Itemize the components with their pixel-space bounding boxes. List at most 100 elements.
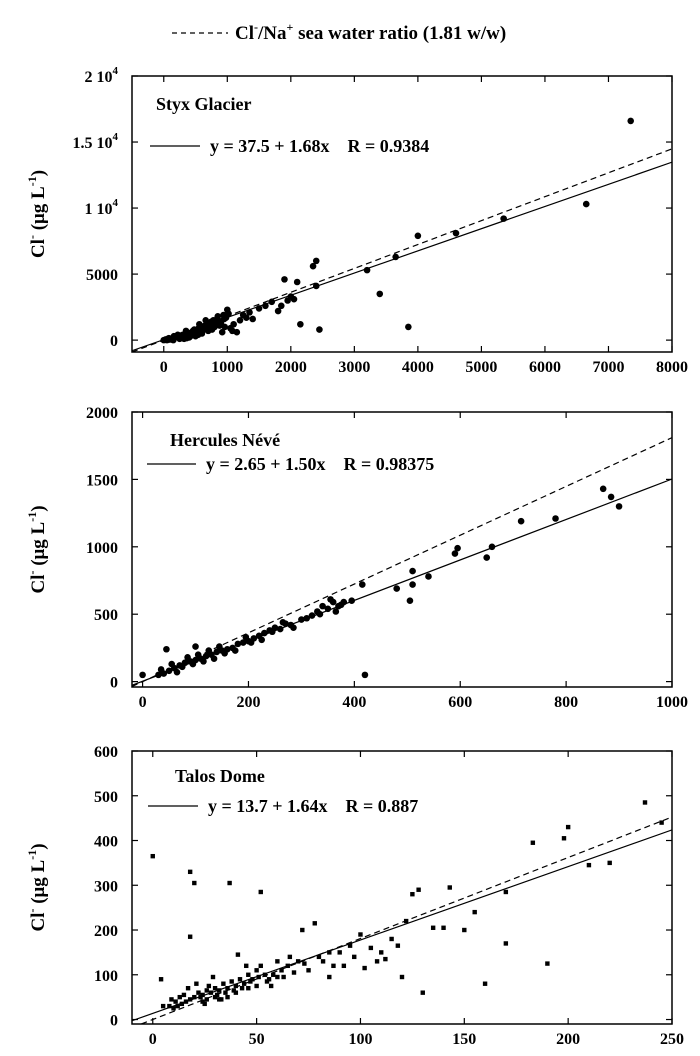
data-point: [233, 328, 241, 336]
panel-title: Styx Glacier: [156, 94, 251, 114]
data-point: [223, 990, 228, 995]
data-point: [237, 977, 243, 982]
y-tick-label-base: 5000: [86, 267, 118, 284]
data-point: [416, 887, 421, 892]
data-point: [279, 968, 284, 973]
data-point: [312, 257, 320, 265]
data-point: [447, 885, 452, 890]
x-tick-label: 50: [249, 1031, 265, 1048]
data-point: [254, 968, 259, 973]
seawater-legend-rest: sea water ratio (1.81 w/w): [293, 23, 506, 44]
y-tick-label: 5000: [86, 267, 118, 284]
y-tick-label-base: 2 10: [85, 69, 113, 86]
plot-frame: [131, 750, 673, 1025]
data-point: [341, 963, 347, 969]
data-point: [430, 925, 436, 930]
data-point: [276, 625, 284, 633]
plot-frame: [131, 75, 673, 353]
data-point: [204, 997, 209, 1002]
data-point: [405, 323, 412, 331]
y-tick-label: 200: [94, 923, 118, 940]
y-axis-label-close: ): [28, 170, 49, 176]
data-point: [225, 985, 230, 991]
y-axis-label-close: ): [28, 843, 49, 849]
y-tick-label-exponent: 4: [113, 131, 119, 143]
data-point: [409, 567, 416, 575]
regression-line: [132, 829, 672, 1022]
data-point: [194, 331, 202, 339]
data-point: [607, 860, 612, 866]
data-point: [225, 310, 232, 318]
data-point: [218, 328, 226, 336]
y-axis-label-close: ): [28, 505, 49, 511]
data-point: [281, 974, 286, 980]
data-point: [642, 800, 648, 805]
panel-hercules-neve: 0 200 400 600 800 1000 0 500 1000 1500 2000 Cl- (μg…: [25, 405, 688, 711]
seawater-ratio-line: [132, 437, 672, 687]
y-tick-label: 0: [110, 675, 118, 692]
data-point: [358, 581, 366, 588]
seawater-legend-label: Cl-/Na+ sea water ratio (1.81 w/w): [235, 20, 506, 44]
data-point: [586, 862, 592, 868]
y-tick-label: 0: [110, 1013, 118, 1030]
data-point: [488, 543, 496, 551]
data-point: [420, 990, 425, 995]
data-point: [565, 824, 571, 830]
y-axis-label: Cl- (μg L-1): [25, 843, 49, 931]
data-point: [324, 605, 332, 613]
data-point: [275, 959, 280, 964]
data-point: [503, 889, 509, 895]
y-axis-label: Cl- (μg L-1): [25, 505, 49, 593]
data-point: [201, 324, 208, 332]
data-point: [215, 318, 222, 325]
y-tick-label-base: 2000: [86, 405, 118, 422]
data-point: [399, 974, 405, 980]
data-point: [254, 983, 259, 989]
data-point: [277, 302, 285, 310]
data-point: [139, 671, 146, 679]
data-point: [205, 647, 213, 654]
data-point: [268, 628, 276, 636]
data-point: [150, 853, 155, 859]
data-point: [414, 232, 422, 240]
seawater-ratio-line: [132, 148, 672, 352]
y-tick-label: 400: [94, 834, 118, 851]
y-tick-label: 0: [110, 333, 118, 350]
data-point: [306, 968, 311, 973]
data-point: [187, 997, 193, 1002]
data-point: [173, 999, 178, 1004]
data-point: [185, 985, 191, 991]
plot-frame: [131, 411, 673, 688]
data-point: [358, 932, 363, 937]
data-point: [229, 979, 234, 984]
data-point: [409, 581, 416, 588]
data-point: [271, 972, 276, 977]
y-tick-label: 500: [94, 789, 118, 806]
data-point: [198, 994, 203, 1000]
data-point: [235, 952, 241, 957]
data-point: [192, 643, 199, 650]
data-point: [264, 979, 270, 984]
trend-lines: [132, 816, 672, 1024]
data-point: [183, 334, 190, 342]
data-point: [167, 1003, 172, 1009]
data-point: [221, 323, 229, 331]
y-tick-label-base: 0: [110, 1013, 118, 1030]
y-axis-label-units: (μg L: [28, 186, 49, 235]
x-tick-label: 150: [452, 1031, 476, 1048]
data-point: [454, 544, 461, 552]
data-point: [376, 290, 384, 298]
data-point: [239, 985, 245, 991]
data-point: [383, 956, 388, 962]
y-tick-label-base: 500: [94, 789, 118, 806]
data-point: [291, 970, 297, 975]
seawater-legend-cl: Cl: [235, 23, 254, 44]
data-point: [395, 943, 401, 948]
data-point: [403, 918, 409, 924]
data-point: [268, 298, 276, 306]
data-point: [246, 309, 253, 316]
y-axis-label-units: (μg L: [28, 522, 49, 571]
y-axis-label-exp: -1: [25, 512, 39, 522]
y-tick-label: 1000: [86, 540, 118, 557]
data-point: [482, 981, 488, 986]
